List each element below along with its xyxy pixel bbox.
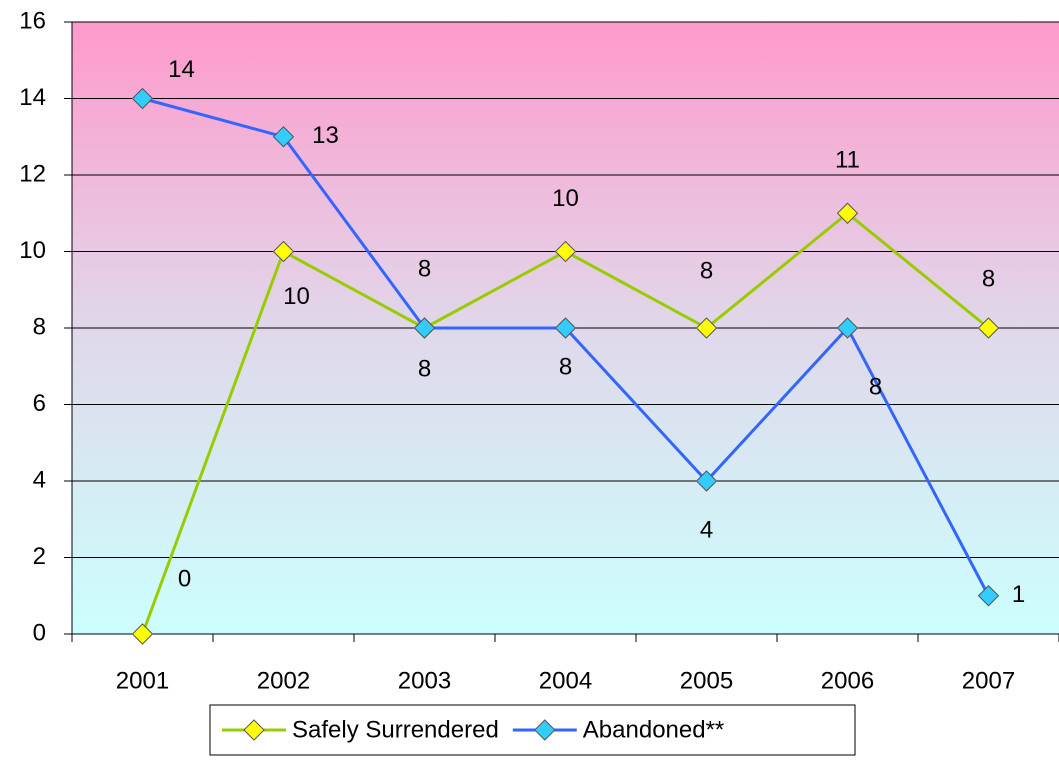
- data-label: 8: [418, 355, 431, 382]
- marker: [554, 240, 577, 263]
- x-tick-label: 2005: [680, 667, 733, 694]
- data-label: 14: [168, 56, 195, 83]
- x-tick-label: 2001: [116, 667, 169, 694]
- y-tick-label: 10: [19, 237, 46, 264]
- data-label: 8: [700, 257, 713, 284]
- y-tick-label: 8: [33, 313, 46, 340]
- marker: [836, 317, 859, 339]
- y-tick-label: 6: [33, 390, 46, 417]
- marker: [413, 317, 436, 339]
- legend-marker: [243, 719, 265, 741]
- marker: [977, 317, 1000, 339]
- marker: [272, 240, 295, 263]
- data-label: 11: [835, 147, 860, 174]
- data-label: 1: [1012, 581, 1025, 608]
- x-tick-label: 2003: [398, 667, 451, 694]
- x-tick-label: 2006: [821, 667, 874, 694]
- legend-marker: [534, 719, 556, 741]
- marker: [554, 317, 577, 339]
- data-label: 13: [312, 122, 339, 149]
- marker: [272, 126, 295, 148]
- data-label: 8: [869, 373, 882, 400]
- data-label: 8: [982, 265, 995, 292]
- y-tick-label: 0: [33, 619, 46, 646]
- y-tick-label: 4: [33, 466, 46, 493]
- y-tick-label: 16: [19, 7, 46, 34]
- x-tick-label: 2002: [257, 667, 310, 694]
- y-tick-label: 14: [19, 84, 46, 111]
- data-label: 10: [283, 283, 310, 310]
- x-tick-label: 2007: [962, 667, 1015, 694]
- data-label: 4: [700, 516, 713, 543]
- data-label: 8: [418, 255, 431, 282]
- marker: [695, 470, 718, 492]
- marker: [695, 317, 718, 339]
- data-label: 0: [178, 565, 191, 592]
- data-label: 10: [552, 185, 579, 212]
- data-label: 8: [559, 353, 572, 380]
- marker: [836, 202, 859, 224]
- y-tick-label: 12: [19, 160, 46, 187]
- marker: [131, 623, 154, 645]
- x-tick-label: 2004: [539, 667, 592, 694]
- y-tick-label: 2: [33, 543, 46, 570]
- marker: [131, 87, 154, 110]
- legend-label: Safely Surrendered: [292, 716, 499, 743]
- legend-label: Abandoned**: [583, 716, 724, 743]
- marker: [977, 585, 1000, 607]
